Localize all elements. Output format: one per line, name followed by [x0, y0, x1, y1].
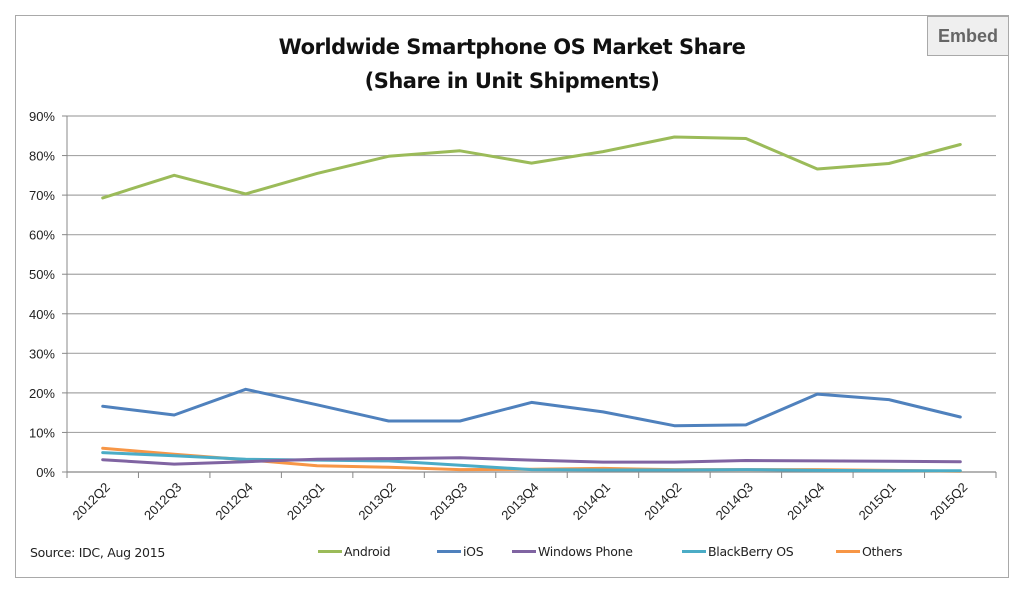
legend-label: Windows Phone: [538, 544, 633, 559]
legend-swatch: [682, 550, 706, 553]
x-tick-label: 2012Q4: [212, 480, 255, 523]
x-tick-label: 2014Q1: [570, 480, 613, 523]
y-tick-label: 10%: [29, 425, 55, 440]
embed-button[interactable]: Embed: [927, 16, 1009, 56]
legend-label: Android: [344, 544, 391, 559]
x-tick-label: 2014Q3: [713, 480, 756, 523]
y-tick-label: 20%: [29, 386, 55, 401]
x-tick-label: 2013Q1: [284, 480, 327, 523]
legend-item-windows-phone: Windows Phone: [512, 544, 633, 559]
chart-title: Worldwide Smartphone OS Market Share: [278, 35, 746, 59]
legend-item-ios: iOS: [437, 544, 484, 559]
y-axis-ticks: 0% 10% 20% 30% 40% 50% 60% 70% 80% 90%: [29, 109, 68, 480]
series-line-ios: [101, 387, 962, 428]
legend-label: Others: [862, 544, 903, 559]
series-line-blackberry-os: [101, 451, 962, 473]
legend-item-others: Others: [836, 544, 903, 559]
y-tick-label: 60%: [29, 228, 55, 243]
y-tick-label: 70%: [29, 188, 55, 203]
x-tick-label: 2014Q2: [641, 480, 684, 523]
x-axis: 2012Q2 2012Q3 2012Q4 2013Q1 2013Q2 2013Q3 2013…: [66, 471, 997, 523]
series-line-windows-phone: [101, 456, 962, 466]
legend-label: BlackBerry OS: [708, 544, 794, 559]
legend-swatch: [437, 550, 461, 553]
y-tick-label: 50%: [29, 267, 55, 282]
x-tick-label: 2014Q4: [784, 480, 827, 523]
source-note: Source: IDC, Aug 2015: [30, 545, 165, 560]
chart-title-block: Worldwide Smartphone OS Market Share (Sh…: [0, 30, 1024, 98]
gridlines: [67, 115, 996, 434]
y-tick-label: 30%: [29, 346, 55, 361]
x-tick-label: 2013Q3: [427, 480, 470, 523]
chart-frame: [15, 15, 1009, 578]
y-tick-label: 80%: [29, 149, 55, 164]
y-tick-label: 0%: [36, 465, 55, 480]
x-tick-label: 2012Q3: [141, 480, 184, 523]
x-tick-label: 2015Q1: [856, 480, 899, 523]
chart-subtitle: (Share in Unit Shipments): [364, 69, 660, 93]
series-lines: [101, 135, 962, 473]
y-tick-label: 40%: [29, 307, 55, 322]
legend-item-blackberry-os: BlackBerry OS: [682, 544, 794, 559]
x-tick-label: 2015Q2: [927, 480, 970, 523]
legend-swatch: [512, 550, 536, 553]
y-tick-label: 90%: [29, 109, 55, 124]
legend-swatch: [836, 550, 860, 553]
x-tick-label: 2012Q2: [70, 480, 113, 523]
series-line-android: [101, 135, 962, 200]
legend-swatch: [318, 550, 342, 553]
legend-label: iOS: [463, 544, 484, 559]
x-tick-label: 2013Q2: [355, 480, 398, 523]
legend-item-android: Android: [318, 544, 391, 559]
x-tick-label: 2013Q4: [498, 480, 541, 523]
